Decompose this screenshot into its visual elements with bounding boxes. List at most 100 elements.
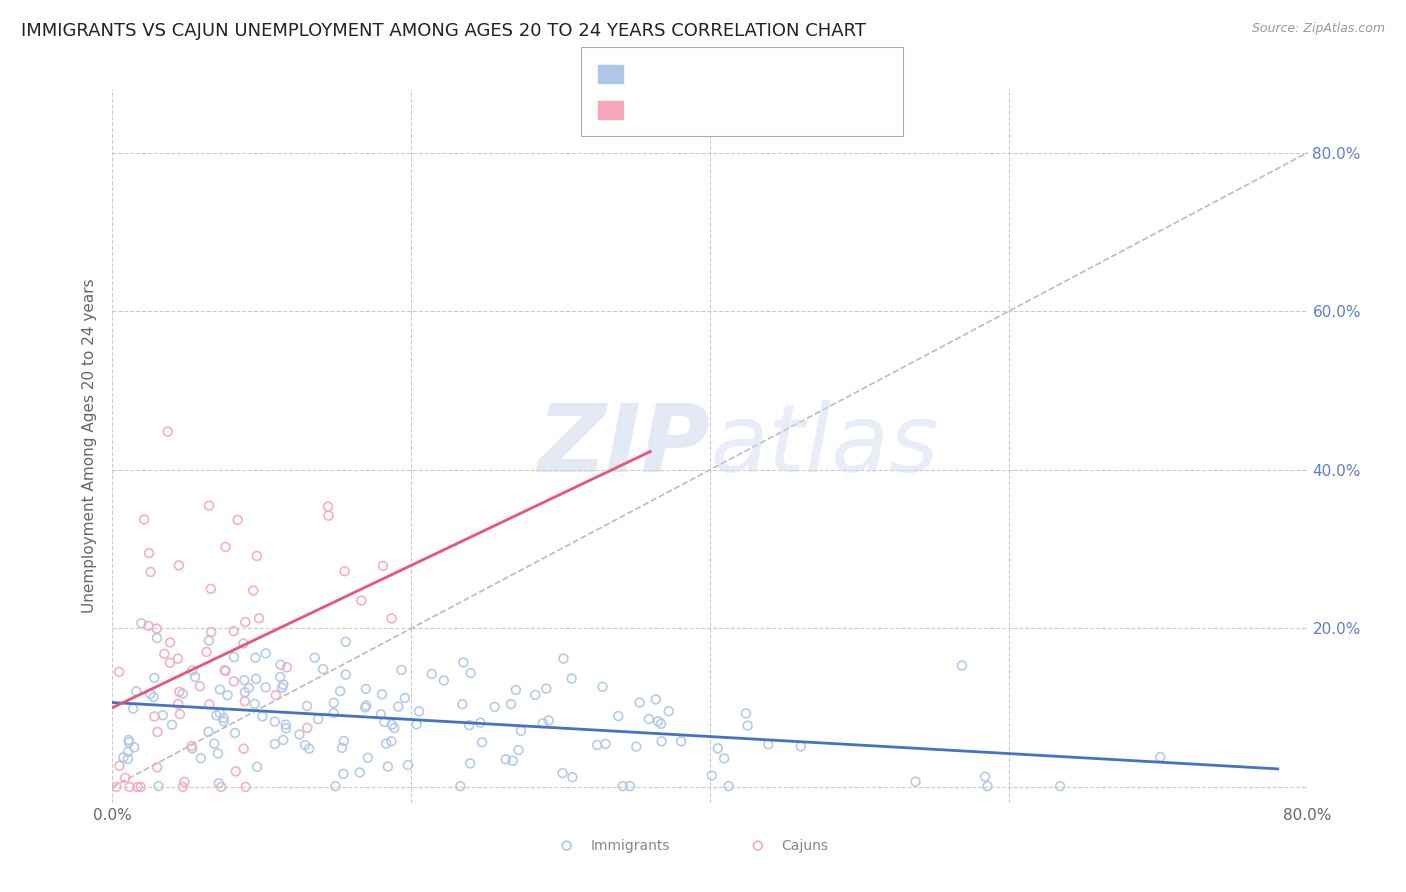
Point [316, 500, 339, 514]
Point [273, 678, 295, 692]
Point [904, 774, 927, 789]
Point [650, 716, 672, 731]
Point [391, 663, 413, 677]
Point [139, 565, 162, 579]
Point [405, 717, 427, 731]
Point [233, 673, 256, 688]
Point [264, 737, 287, 751]
Point [333, 564, 356, 578]
Point [270, 657, 292, 672]
Text: R =: R = [634, 65, 668, 83]
Point [380, 611, 402, 625]
Point [470, 715, 492, 730]
Point [1149, 750, 1171, 764]
Point [460, 666, 482, 681]
Point [222, 624, 245, 638]
Point [524, 688, 547, 702]
Point [458, 718, 481, 732]
Point [205, 708, 228, 723]
Point [181, 741, 204, 756]
Point [377, 759, 399, 773]
Point [143, 709, 166, 723]
Point [408, 705, 430, 719]
Point [471, 735, 494, 749]
Point [214, 663, 236, 677]
Point [169, 707, 191, 722]
Point [117, 745, 139, 759]
Point [974, 770, 997, 784]
Point [318, 508, 340, 523]
Point [387, 699, 409, 714]
Point [233, 694, 256, 708]
Point [233, 685, 256, 699]
Point [561, 672, 583, 686]
Point [330, 740, 353, 755]
Point [138, 619, 160, 633]
Point [271, 681, 294, 695]
Point [224, 726, 246, 740]
Point [143, 671, 166, 685]
Point [114, 771, 136, 785]
Point [294, 738, 316, 752]
Text: atlas: atlas [710, 401, 938, 491]
Point [371, 558, 394, 573]
Point [131, 616, 153, 631]
Point [208, 776, 231, 790]
Point [322, 696, 344, 710]
Point [190, 751, 212, 765]
Point [263, 714, 285, 729]
Point [647, 714, 669, 729]
Point [217, 688, 239, 702]
Point [167, 558, 190, 573]
Point [233, 615, 256, 629]
Point [644, 692, 666, 706]
Point [357, 751, 380, 765]
Point [586, 738, 609, 752]
Point [394, 690, 416, 705]
Point [242, 583, 264, 598]
Point [354, 700, 377, 714]
Point [129, 780, 152, 794]
Point [354, 681, 377, 696]
Point [658, 704, 681, 718]
Text: Immigrants: Immigrants [591, 838, 671, 853]
Point [371, 687, 394, 701]
Point [536, 681, 558, 696]
Point [200, 625, 222, 640]
Point [312, 662, 335, 676]
Point [269, 670, 291, 684]
Point [146, 631, 169, 645]
Text: Cajuns: Cajuns [782, 838, 828, 853]
Point [246, 760, 269, 774]
Point [198, 499, 221, 513]
Point [735, 706, 758, 721]
Point [232, 636, 254, 650]
Point [252, 709, 274, 723]
Point [651, 734, 673, 748]
Point [245, 650, 267, 665]
Point [159, 656, 181, 670]
Point [350, 593, 373, 607]
Point [380, 734, 402, 748]
Point [628, 696, 651, 710]
Point [212, 711, 235, 725]
Point [222, 674, 245, 689]
Point [499, 697, 522, 711]
Point [508, 743, 530, 757]
Y-axis label: Unemployment Among Ages 20 to 24 years: Unemployment Among Ages 20 to 24 years [82, 278, 97, 614]
Point [381, 717, 404, 731]
Point [449, 779, 471, 793]
Point [118, 735, 141, 749]
Point [790, 739, 813, 754]
Point [370, 707, 392, 722]
Point [433, 673, 456, 688]
Point [166, 651, 188, 665]
Point [537, 714, 560, 728]
Point [254, 647, 277, 661]
Point [238, 681, 260, 695]
Point [274, 721, 297, 735]
Point [595, 737, 617, 751]
Point [297, 721, 319, 735]
Text: Source: ZipAtlas.com: Source: ZipAtlas.com [1251, 22, 1385, 36]
Point [202, 737, 225, 751]
